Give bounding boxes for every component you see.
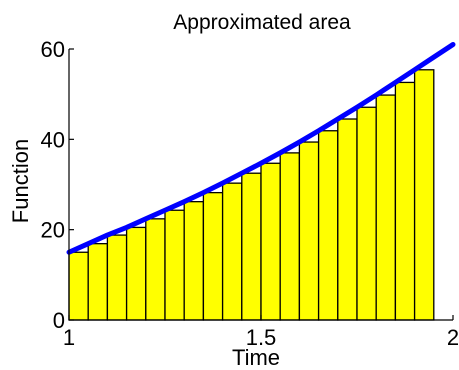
bar-13 [317, 130, 339, 321]
bar-2 [106, 234, 128, 321]
y-tick-label-0: 0 [53, 308, 65, 333]
x-tick-label-2: 2 [447, 325, 459, 350]
bar-11 [279, 152, 301, 321]
y-tick-label-1: 20 [41, 218, 65, 243]
bar-14 [337, 118, 358, 321]
bar-3 [125, 226, 147, 321]
y-axis-label: Function [8, 139, 33, 223]
bar-1 [87, 243, 109, 321]
bar-18 [413, 69, 435, 321]
x-tick-label-0: 1 [63, 325, 75, 350]
curve-layer [66, 41, 456, 255]
y-tick-label-3: 60 [41, 37, 65, 62]
bar-7 [202, 191, 224, 321]
bar-5 [164, 209, 185, 321]
bar-12 [298, 141, 320, 321]
bar-4 [145, 218, 166, 321]
x-axis-label: Time [232, 345, 280, 370]
y-tick-label-2: 40 [41, 127, 65, 152]
x-tick-label-1: 1.5 [246, 325, 277, 350]
bar-17 [394, 81, 416, 321]
chart-title: Approximated area [173, 11, 351, 34]
function-curve [66, 41, 456, 255]
bar-0 [68, 251, 89, 321]
bar-8 [221, 182, 243, 321]
bar-10 [260, 162, 281, 321]
bars-layer [68, 69, 435, 321]
bar-9 [241, 172, 262, 321]
bar-16 [375, 94, 397, 321]
bar-6 [183, 201, 205, 321]
bar-15 [356, 106, 377, 321]
